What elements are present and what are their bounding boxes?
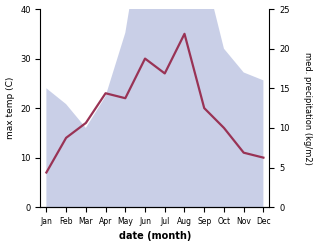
X-axis label: date (month): date (month) <box>119 231 191 242</box>
Y-axis label: max temp (C): max temp (C) <box>5 77 15 139</box>
Y-axis label: med. precipitation (kg/m2): med. precipitation (kg/m2) <box>303 52 313 165</box>
